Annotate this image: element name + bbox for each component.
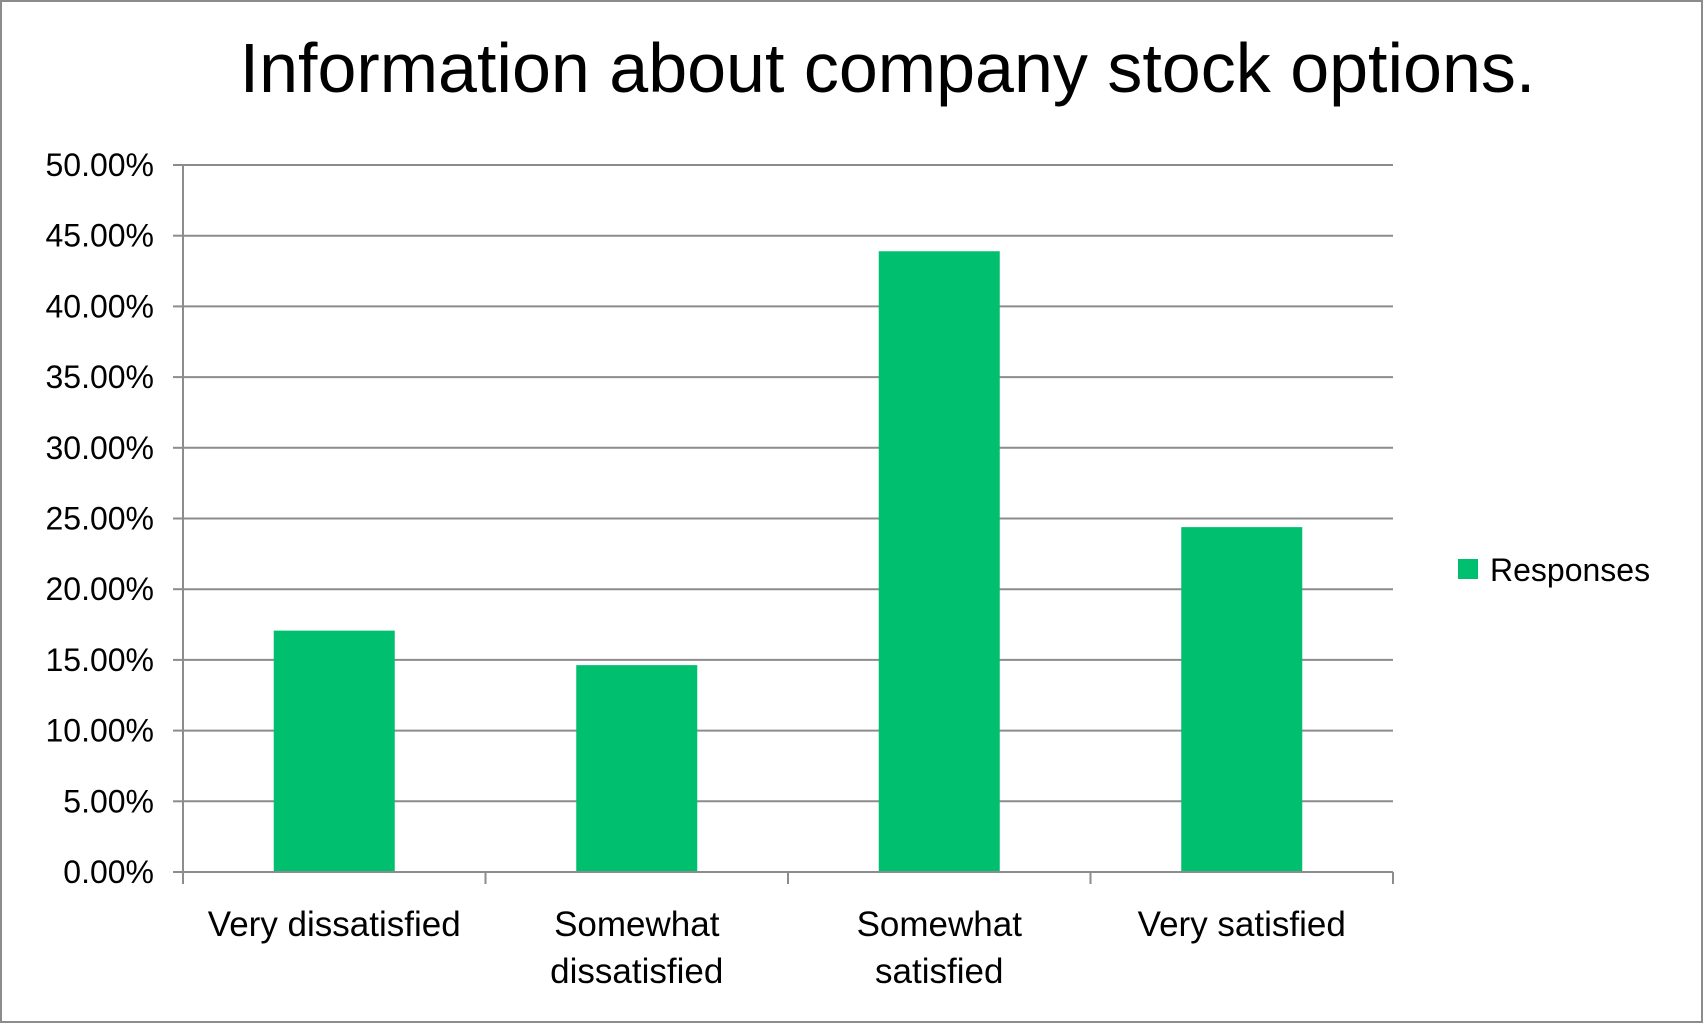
x-category-label: Somewhat [554,905,720,944]
legend-swatch [1458,559,1478,579]
legend: Responses [1458,552,1650,588]
x-category-label: Very satisfied [1138,905,1346,944]
y-tick-label: 15.00% [45,642,154,678]
x-category-label: Very dissatisfied [208,905,461,944]
y-tick-label: 40.00% [45,288,154,324]
y-tick-label: 25.00% [45,501,154,537]
x-category-label: satisfied [875,952,1003,991]
bar [273,630,395,872]
chart-title: Information about company stock options. [239,29,1536,107]
y-tick-label: 30.00% [45,430,154,466]
y-tick-label: 20.00% [45,571,154,607]
bar [576,665,698,872]
x-category-label: dissatisfied [550,952,723,991]
y-tick-label: 5.00% [63,783,154,819]
y-tick-label: 10.00% [45,713,154,749]
y-tick-label: 45.00% [45,218,154,254]
bars [273,251,1303,872]
legend-label: Responses [1490,552,1650,588]
axes [173,164,1394,884]
y-axis-tick-labels: 0.00% 5.00% 10.00% 15.00% 20.00% 25.00% 30.00%… [45,147,154,890]
y-tick-label: 0.00% [63,854,154,890]
y-tick-label: 35.00% [45,359,154,395]
bar [1181,527,1303,872]
y-tick-label: 50.00% [45,147,154,183]
bar [878,251,1000,872]
x-axis-category-labels: Very dissatisfied Somewhat dissatisfied Som… [208,905,1346,991]
x-category-label: Somewhat [857,905,1023,944]
